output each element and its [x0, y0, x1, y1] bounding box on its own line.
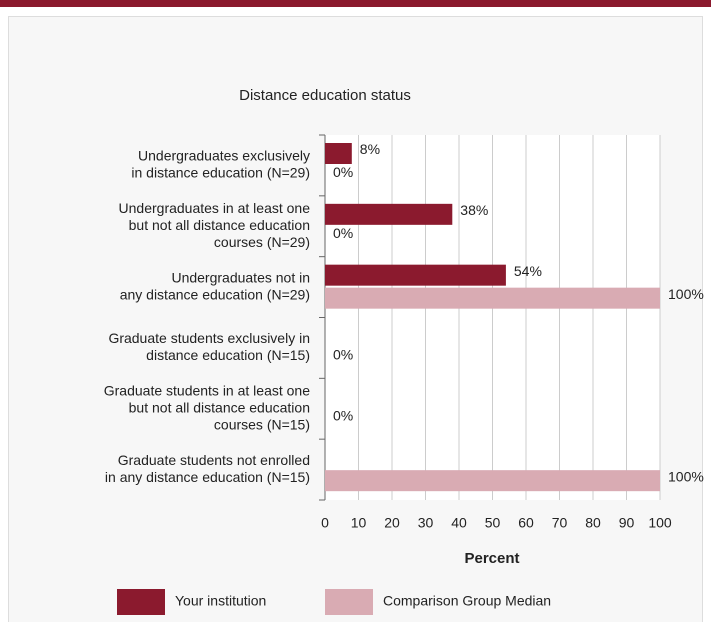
y-tick-label: Undergraduates not in [171, 269, 310, 285]
y-tick-label: in any distance education (N=15) [105, 469, 310, 485]
y-tick-label: Undergraduates exclusively [138, 148, 310, 164]
value-label: 0% [333, 225, 353, 241]
x-tick-label: 40 [451, 515, 467, 531]
y-tick-label: any distance education (N=29) [120, 286, 310, 302]
x-tick-label: 100 [648, 515, 672, 531]
x-tick-label: 0 [321, 515, 329, 531]
bar [325, 203, 453, 225]
legend-label: Your institution [175, 593, 266, 609]
value-label: 100% [668, 468, 704, 484]
x-tick-label: 20 [384, 515, 400, 531]
x-axis-label: Percent [464, 550, 519, 567]
bar [325, 287, 660, 309]
value-label: 0% [333, 347, 353, 363]
y-tick-label: Graduate students exclusively in [108, 330, 310, 346]
x-tick-label: 70 [552, 515, 568, 531]
legend-swatch [325, 589, 373, 615]
value-label: 0% [333, 408, 353, 424]
x-tick-label: 90 [619, 515, 635, 531]
x-tick-label: 80 [585, 515, 601, 531]
value-label: 54% [514, 263, 542, 279]
y-tick-label: but not all distance education [129, 399, 310, 415]
y-tick-label: courses (N=15) [214, 416, 310, 432]
chart-title: Distance education status [239, 87, 411, 104]
y-tick-label: courses (N=29) [214, 234, 310, 250]
y-tick-label: in distance education (N=29) [131, 165, 310, 181]
bar [325, 470, 660, 492]
y-tick-label: distance education (N=15) [146, 347, 310, 363]
value-label: 38% [460, 202, 488, 218]
bar [325, 143, 352, 164]
value-label: 0% [333, 164, 353, 180]
y-tick-label: Graduate students not enrolled [118, 452, 310, 468]
x-tick-label: 30 [418, 515, 434, 531]
y-tick-label: but not all distance education [129, 217, 310, 233]
x-tick-label: 10 [351, 515, 367, 531]
value-label: 100% [668, 286, 704, 302]
legend-label: Comparison Group Median [383, 593, 551, 609]
y-tick-label: Undergraduates in at least one [119, 200, 311, 216]
legend-swatch [117, 589, 165, 615]
x-tick-label: 60 [518, 515, 534, 531]
value-label: 8% [360, 141, 380, 157]
top-bar [0, 0, 711, 7]
y-tick-label: Graduate students in at least one [104, 382, 310, 398]
x-tick-label: 50 [485, 515, 501, 531]
bar [325, 264, 506, 286]
